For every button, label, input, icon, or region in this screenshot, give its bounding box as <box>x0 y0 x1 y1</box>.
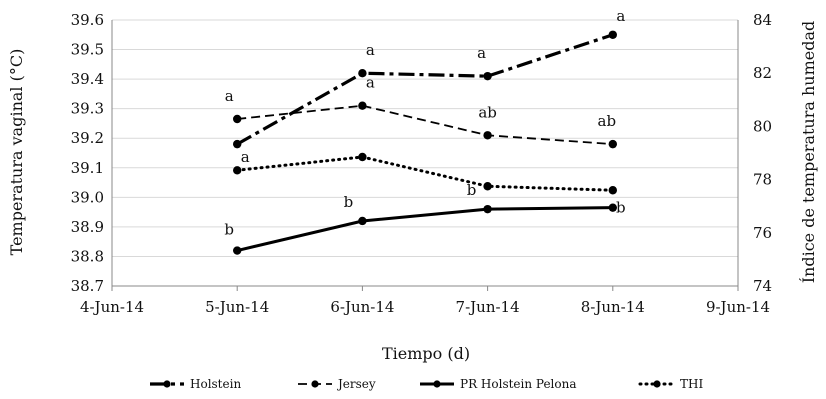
series-line-jersey <box>237 104 613 146</box>
significance-label: a <box>366 41 375 59</box>
y2-tick-label: 84 <box>753 11 772 29</box>
data-point-pr-holstein-pelona <box>608 203 617 212</box>
y-tick-label: 39.2 <box>71 129 104 147</box>
grid-lines <box>112 19 738 287</box>
y-tick-label: 38.8 <box>71 247 104 265</box>
significance-label: ab <box>478 103 497 121</box>
significance-label: b <box>344 193 354 211</box>
y2-tick-label: 76 <box>753 224 772 242</box>
x-tick-label: 8-Jun-14 <box>581 298 645 316</box>
x-tick-label: 4-Jun-14 <box>80 298 144 316</box>
y2-axis-title: Índice de temperatura humedad <box>798 21 818 284</box>
x-tick-label: 7-Jun-14 <box>456 298 520 316</box>
x-tick-label: 6-Jun-14 <box>330 298 394 316</box>
data-point-holstein <box>483 71 492 81</box>
legend-marker-pr-holstein-pelona <box>433 380 441 388</box>
y-tick-label: 39.4 <box>71 70 104 88</box>
significance-label: ab <box>598 112 617 130</box>
significance-label: a <box>241 148 250 166</box>
y2-tick-label: 82 <box>753 64 772 82</box>
legend-marker-holstein <box>163 380 171 388</box>
legend-marker-jersey <box>311 380 319 388</box>
series-lines <box>233 30 617 255</box>
legend-label-pr-holstein-pelona: PR Holstein Pelona <box>460 377 577 391</box>
data-point-pr-holstein-pelona <box>233 246 242 255</box>
legend-label-jersey: Jersey <box>336 377 376 391</box>
series-line-pr-holstein-pelona <box>236 206 613 252</box>
data-point-thi <box>608 186 617 195</box>
significance-label: b <box>224 221 234 239</box>
y-axis-title: Temperatura vaginal (°C) <box>7 49 26 256</box>
y2-tick-label: 80 <box>753 117 772 135</box>
data-point-thi <box>358 152 367 162</box>
x-axis-title: Tiempo (d) <box>382 344 470 363</box>
series-line-holstein <box>236 33 614 146</box>
significance-label: a <box>366 74 375 92</box>
data-point-thi <box>483 182 492 191</box>
data-point-jersey <box>358 101 367 110</box>
legend-marker-thi <box>653 380 661 388</box>
significance-label: a <box>616 7 625 25</box>
y-tick-label: 39.5 <box>71 41 104 59</box>
series-line-thi <box>235 155 615 192</box>
y2-tick-label: 74 <box>753 277 772 295</box>
legend-label-thi: THI <box>680 377 703 391</box>
data-point-holstein <box>358 69 367 78</box>
legend: Holstein Jersey PR Holstein Pelona THI <box>150 377 703 391</box>
significance-label: a <box>225 87 234 105</box>
x-tick-label: 5-Jun-14 <box>205 298 269 316</box>
data-point-thi <box>233 166 242 175</box>
data-point-jersey <box>233 114 242 124</box>
y-tick-label: 38.7 <box>71 277 104 295</box>
data-point-jersey <box>483 131 492 140</box>
legend-label-holstein: Holstein <box>190 377 241 391</box>
data-point-holstein <box>608 30 617 39</box>
x-tick-label: 9-Jun-14 <box>706 298 770 316</box>
significance-label: b <box>616 199 626 217</box>
data-point-holstein <box>233 139 242 149</box>
y2-tick-label: 78 <box>753 171 772 189</box>
data-point-jersey <box>608 139 617 149</box>
y-tick-label: 39.1 <box>71 159 104 177</box>
data-point-pr-holstein-pelona <box>358 216 367 226</box>
y-tick-label: 38.9 <box>71 218 104 236</box>
significance-label: a <box>477 44 486 62</box>
axes: 38.7 38.8 38.9 39.0 39.1 39.2 39.3 39.4 39.5 39.6… <box>71 11 773 316</box>
data-point-pr-holstein-pelona <box>483 204 492 214</box>
y-tick-label: 39.6 <box>71 11 104 29</box>
y-tick-label: 39.0 <box>71 188 104 206</box>
significance-label: b <box>467 181 477 199</box>
y-tick-label: 39.3 <box>71 100 104 118</box>
